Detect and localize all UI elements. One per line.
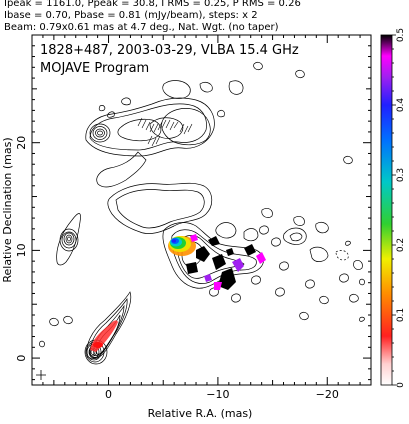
y-tick-label: 20 bbox=[15, 136, 28, 150]
y-tick-label: 0 bbox=[15, 355, 28, 362]
core-polarization bbox=[90, 320, 118, 352]
x-tick-label: −20 bbox=[316, 388, 339, 401]
chart-title: 1828+487, 2003-03-29, VLBA 15.4 GHz bbox=[40, 43, 299, 58]
plot-frame bbox=[31, 34, 372, 386]
colorbar-ticks bbox=[392, 34, 396, 386]
colorbar-tick-label: 0.4 bbox=[396, 98, 406, 113]
header-line-base: Ibase = 0.70, Pbase = 0.81 (mJy/beam), s… bbox=[4, 10, 258, 21]
header-line-beam: Beam: 0.79x0.61 mas at 4.7 deg., Nat. Wg… bbox=[4, 22, 279, 33]
x-tick-label: 0 bbox=[105, 388, 112, 401]
axis-ticks bbox=[32, 34, 372, 385]
top-polarization-hatching bbox=[137, 117, 193, 147]
colorbar-tick-label: 0.3 bbox=[396, 168, 406, 182]
colorbar-tick-labels: 0 0.1 0.2 0.3 0.4 0.5 bbox=[396, 28, 406, 388]
colorbar-tick-label: 0.5 bbox=[396, 28, 406, 42]
knot-top bbox=[85, 80, 244, 188]
x-tick-label: −10 bbox=[206, 388, 229, 401]
colorbar-tick-label: 0 bbox=[396, 382, 406, 388]
contour-map bbox=[36, 62, 365, 380]
axis-tick-labels: 0 −10 −20 0 10 20 bbox=[15, 136, 339, 401]
colorbar-tick-label: 0.1 bbox=[396, 308, 406, 322]
hotspot-polarization bbox=[168, 234, 266, 290]
y-tick-label: 10 bbox=[15, 243, 28, 257]
knot-upper-left bbox=[56, 213, 81, 266]
y-axis-label: Relative Declination (mas) bbox=[1, 137, 14, 282]
chart-subtitle: MOJAVE Program bbox=[40, 61, 149, 76]
colorbar-tick-label: 0.2 bbox=[396, 238, 406, 252]
header-line-peaks: Ipeak = 1161.0, Ppeak = 30.8, I RMS = 0.… bbox=[4, 0, 301, 9]
diffuse-contours bbox=[39, 62, 365, 348]
colorbar bbox=[380, 34, 393, 386]
beam-marker bbox=[36, 370, 46, 380]
x-axis-label: Relative R.A. (mas) bbox=[148, 407, 253, 420]
